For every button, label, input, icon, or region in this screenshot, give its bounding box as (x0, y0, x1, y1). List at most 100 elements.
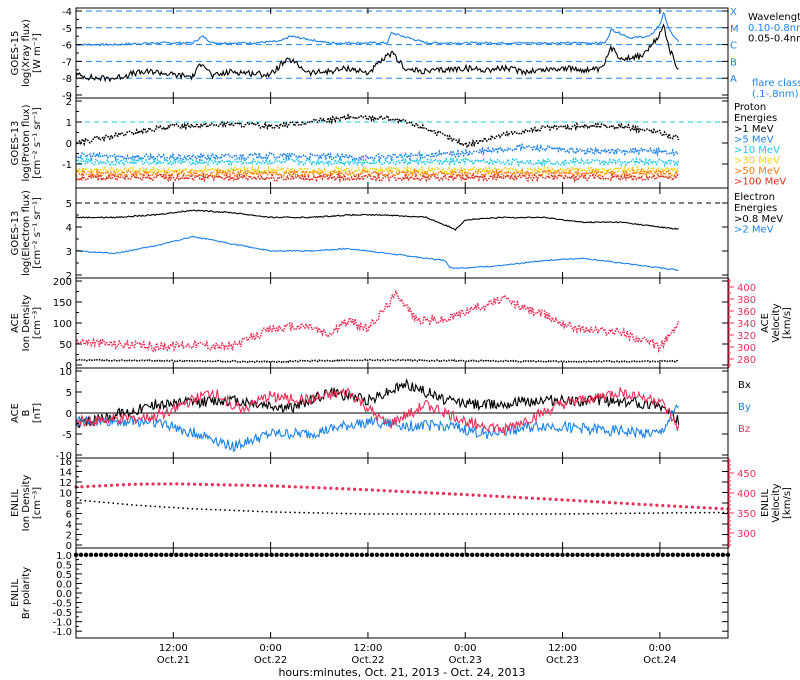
data-point (334, 552, 339, 558)
data-point (270, 511, 273, 513)
data-point (209, 552, 214, 558)
data-point (329, 486, 333, 490)
data-point (89, 500, 91, 503)
data-point (459, 552, 465, 558)
y-tick-label-enlil_sw: 10 (59, 489, 72, 500)
data-point (566, 498, 570, 502)
data-point (154, 552, 159, 558)
data-point (266, 510, 268, 513)
y-tick-label-ace_b: 0 (66, 409, 72, 420)
data-point (307, 511, 310, 514)
data-point (229, 552, 234, 558)
data-point (280, 511, 282, 514)
data-point (633, 512, 636, 515)
data-point (314, 552, 319, 558)
data-point (319, 552, 324, 558)
data-point (341, 487, 345, 491)
data-point (359, 512, 361, 515)
series-line (75, 378, 680, 429)
series-line (75, 387, 680, 436)
data-point (352, 487, 357, 491)
series-line (75, 23, 679, 83)
data-point (281, 484, 286, 488)
data-point (675, 511, 678, 514)
x-tick-label-time: 12:00 (548, 643, 577, 654)
legend-item-protons: >1 MeV (734, 124, 774, 135)
data-point (555, 552, 560, 558)
series-ace_b-By (75, 404, 679, 453)
y-tick-label-enlil_sw: 6 (66, 510, 72, 521)
data-point (406, 490, 410, 494)
data-point (384, 552, 390, 558)
data-point (685, 552, 691, 558)
data-point (98, 552, 104, 558)
data-point (293, 485, 297, 489)
y2-tick-label-ace_sw: 380 (737, 295, 756, 306)
series-ace_b-Bx (75, 378, 680, 429)
data-point (660, 552, 665, 558)
series-line (75, 11, 680, 47)
data-point (324, 552, 329, 558)
data-point (289, 511, 292, 514)
y2-tick-label-ace_sw: 300 (737, 343, 756, 354)
y-tick-label-enlil_pol: 0.5 (56, 570, 72, 581)
legend-title-protons: Energies (734, 113, 777, 124)
y2-tick-label-enlil_sw: 400 (737, 489, 756, 500)
data-point (133, 552, 139, 558)
y-axis-label-electrons: GOES-13 (10, 211, 21, 256)
y-tick-label-enlil_pol: 0.0 (56, 589, 72, 600)
data-point (252, 510, 254, 513)
data-point (690, 505, 695, 509)
data-point (443, 513, 445, 515)
data-point (615, 512, 618, 515)
data-point (347, 487, 351, 491)
data-point (637, 502, 641, 506)
legend-footer-xray: (.1-.8nm) (752, 89, 799, 100)
data-point (424, 491, 428, 495)
data-point (542, 497, 546, 501)
data-point (535, 552, 540, 558)
data-point (498, 513, 501, 515)
data-point (461, 513, 464, 515)
data-point (435, 491, 440, 495)
y-axis-label-ace_sw: [cm⁻³] (32, 307, 43, 339)
data-point (714, 506, 718, 510)
y-tick-label-enlil_sw: 12 (59, 478, 72, 489)
data-point (489, 513, 492, 515)
data-point (358, 487, 363, 492)
data-point (247, 510, 250, 512)
data-point (615, 552, 620, 558)
series-protons->100 MeV (75, 171, 679, 184)
data-point (264, 552, 269, 558)
data-point (118, 552, 124, 558)
data-point (363, 513, 366, 515)
data-point (364, 488, 369, 492)
data-point (275, 484, 280, 488)
data-point (429, 552, 435, 558)
data-point (121, 503, 124, 505)
legend-item-electrons: >2 MeV (734, 225, 774, 236)
flare-class-label: C (730, 41, 737, 52)
data-point (610, 552, 615, 558)
y-tick-label-enlil_pol: -1.0 (52, 627, 72, 638)
data-point (168, 506, 171, 509)
data-point (382, 513, 385, 515)
legend-title-xray: Wavelength (748, 12, 800, 23)
x-tick-label-time: 0:00 (259, 643, 281, 654)
data-point (625, 501, 629, 506)
data-point (151, 482, 155, 486)
data-point (204, 552, 209, 558)
data-point (667, 504, 671, 508)
data-point (299, 552, 304, 558)
data-point (261, 510, 264, 513)
data-point (629, 512, 632, 515)
data-point (601, 512, 604, 515)
data-point (508, 513, 511, 515)
y-axis-label-protons: [cm⁻² s⁻¹ sr⁻¹] (32, 107, 43, 179)
data-point (93, 552, 99, 558)
data-point (80, 485, 84, 489)
y2-axis-label-enlil_sw: Velocity (771, 483, 782, 522)
data-point (582, 512, 585, 515)
data-point (205, 508, 208, 511)
data-point (520, 552, 525, 558)
